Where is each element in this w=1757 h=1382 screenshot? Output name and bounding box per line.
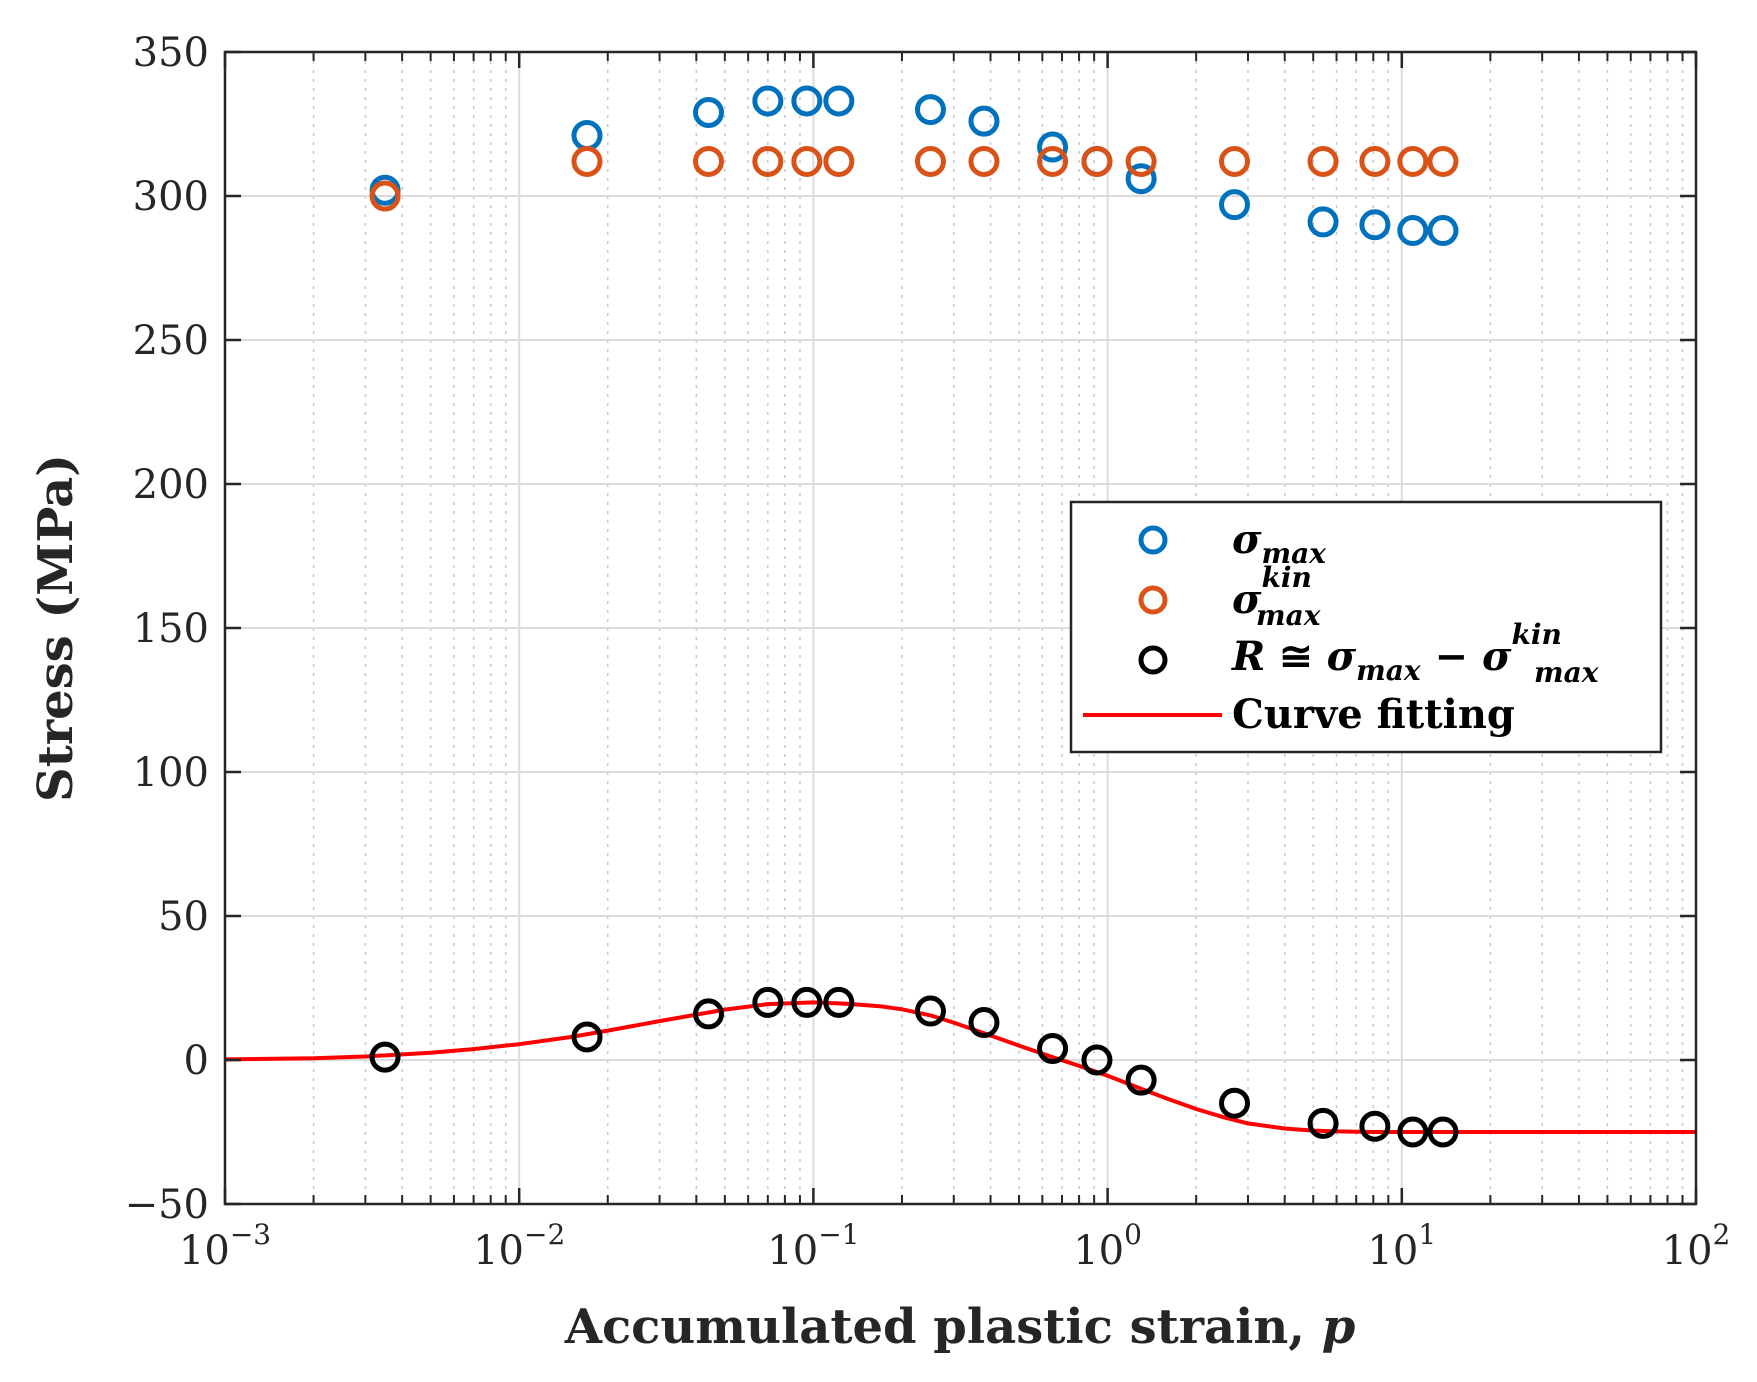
y-tick-label: 350 xyxy=(133,30,209,76)
data-point-R xyxy=(1307,1107,1339,1139)
data-point-sigma-max-kin xyxy=(1037,145,1069,177)
data-point-sigma-max-kin xyxy=(1307,145,1339,177)
data-point-sigma-max xyxy=(1307,206,1339,238)
y-tick-label: −50 xyxy=(125,1182,209,1228)
data-point-sigma-max-kin xyxy=(1397,145,1429,177)
data-point-sigma-max-kin xyxy=(914,145,946,177)
data-point-R xyxy=(823,986,855,1018)
data-point-sigma-max-kin xyxy=(823,145,855,177)
data-point-R xyxy=(1397,1116,1429,1148)
legend: σmax σkin max R ≅ σmax − σkin max Curve fi… xyxy=(1069,500,1663,754)
y-tick-label: 100 xyxy=(133,750,209,796)
data-point-sigma-max-kin xyxy=(693,145,725,177)
data-point-R xyxy=(693,998,725,1030)
x-axis-variable: p xyxy=(1322,1299,1356,1355)
x-tick-labels: 10−3 10−2 10−1 100 101 102 xyxy=(179,1218,1730,1274)
data-point-sigma-max-kin xyxy=(1219,145,1251,177)
y-tick-label: 50 xyxy=(158,894,209,940)
data-point-sigma-max-kin xyxy=(369,180,401,212)
data-point-R xyxy=(1359,1110,1391,1142)
data-point-sigma-max xyxy=(1397,215,1429,247)
tick-marks xyxy=(223,50,1698,1206)
x-tick-label: 10−1 xyxy=(767,1218,859,1274)
data-point-R xyxy=(571,1021,603,1053)
x-axis-title: Accumulated plastic strain, p xyxy=(564,1299,1356,1355)
data-point-sigma-max xyxy=(823,85,855,117)
curve-fitting-line xyxy=(224,1000,1696,1134)
data-point-sigma-max-kin xyxy=(791,145,823,177)
legend-label-r: R ≅ σmax − σkin max xyxy=(1231,618,1599,689)
y-tick-label: 300 xyxy=(133,174,209,220)
legend-label-sigma-max: σmax xyxy=(1232,516,1326,570)
data-point-R xyxy=(752,986,784,1018)
data-point-sigma-max xyxy=(1125,163,1157,195)
y-tick-labels: −50 0 50 100 150 200 250 300 350 xyxy=(125,30,209,1228)
data-point-R xyxy=(1427,1116,1459,1148)
data-point-R xyxy=(968,1007,1000,1039)
data-point-sigma-max-kin xyxy=(968,145,1000,177)
x-tick-label: 100 xyxy=(1073,1218,1142,1274)
y-tick-label: 150 xyxy=(133,606,209,652)
legend-marker-sigma-max xyxy=(1138,525,1168,555)
data-point-sigma-max-kin xyxy=(1359,145,1391,177)
data-point-sigma-max-kin xyxy=(1081,145,1113,177)
y-axis-title: Stress (MPa) xyxy=(28,454,84,802)
x-tick-label: 10−2 xyxy=(473,1218,565,1274)
x-tick-label: 102 xyxy=(1662,1218,1731,1274)
data-point-sigma-max-kin xyxy=(571,145,603,177)
data-point-sigma-max xyxy=(1219,189,1251,221)
legend-label-curve-fitting: Curve fitting xyxy=(1232,691,1515,738)
legend-label-sigma-max-kin: σkin max xyxy=(1232,561,1321,632)
data-point-sigma-max xyxy=(914,94,946,126)
legend-box xyxy=(1069,500,1663,754)
data-point-sigma-max xyxy=(752,85,784,117)
data-point-R xyxy=(1037,1032,1069,1064)
data-point-R xyxy=(914,995,946,1027)
series-layer xyxy=(224,85,1696,1148)
data-point-sigma-max xyxy=(1359,209,1391,241)
y-tick-label: 200 xyxy=(133,462,209,508)
data-point-R xyxy=(1125,1064,1157,1096)
data-point-sigma-max xyxy=(1037,131,1069,163)
legend-marker-r xyxy=(1138,645,1168,675)
x-tick-label: 101 xyxy=(1367,1218,1436,1274)
y-tick-label: 0 xyxy=(184,1038,209,1084)
data-point-sigma-max xyxy=(1427,215,1459,247)
legend-marker-sigma-max-kin xyxy=(1138,585,1168,615)
data-point-sigma-max-kin xyxy=(752,145,784,177)
data-point-sigma-max xyxy=(791,85,823,117)
series-sigma-max-kin xyxy=(369,145,1459,212)
data-point-sigma-max xyxy=(968,105,1000,137)
data-point-R xyxy=(369,1041,401,1073)
data-point-R xyxy=(1219,1087,1251,1119)
data-point-sigma-max-kin xyxy=(1125,145,1157,177)
y-tick-label: 250 xyxy=(133,318,209,364)
data-point-R xyxy=(791,986,823,1018)
series-R xyxy=(369,986,1459,1148)
data-point-sigma-max-kin xyxy=(1427,145,1459,177)
data-point-sigma-max xyxy=(693,96,725,128)
x-tick-label: 10−3 xyxy=(179,1218,271,1274)
data-point-R xyxy=(1081,1044,1113,1076)
